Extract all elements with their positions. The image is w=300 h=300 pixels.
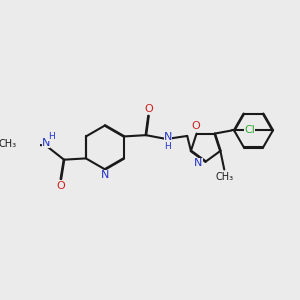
Text: CH₃: CH₃	[215, 172, 233, 182]
Text: N: N	[42, 138, 50, 148]
Text: H: H	[48, 132, 55, 141]
Text: Cl: Cl	[244, 125, 255, 136]
Text: H: H	[164, 142, 171, 151]
Text: O: O	[56, 181, 65, 191]
Text: N: N	[101, 170, 110, 180]
Text: O: O	[144, 103, 153, 114]
Text: CH₃: CH₃	[0, 139, 16, 149]
Text: N: N	[164, 132, 172, 142]
Text: N: N	[194, 158, 202, 168]
Text: O: O	[191, 122, 200, 131]
